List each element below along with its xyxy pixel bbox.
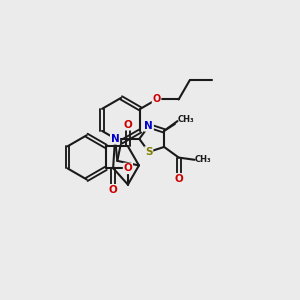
Text: N: N (111, 134, 119, 144)
Text: O: O (174, 174, 183, 184)
Text: CH₃: CH₃ (195, 155, 211, 164)
Text: CH₃: CH₃ (178, 115, 195, 124)
Text: N: N (144, 121, 153, 131)
Text: O: O (109, 185, 118, 195)
Text: O: O (124, 164, 132, 173)
Text: O: O (152, 94, 161, 104)
Text: S: S (145, 147, 152, 157)
Text: O: O (124, 120, 132, 130)
